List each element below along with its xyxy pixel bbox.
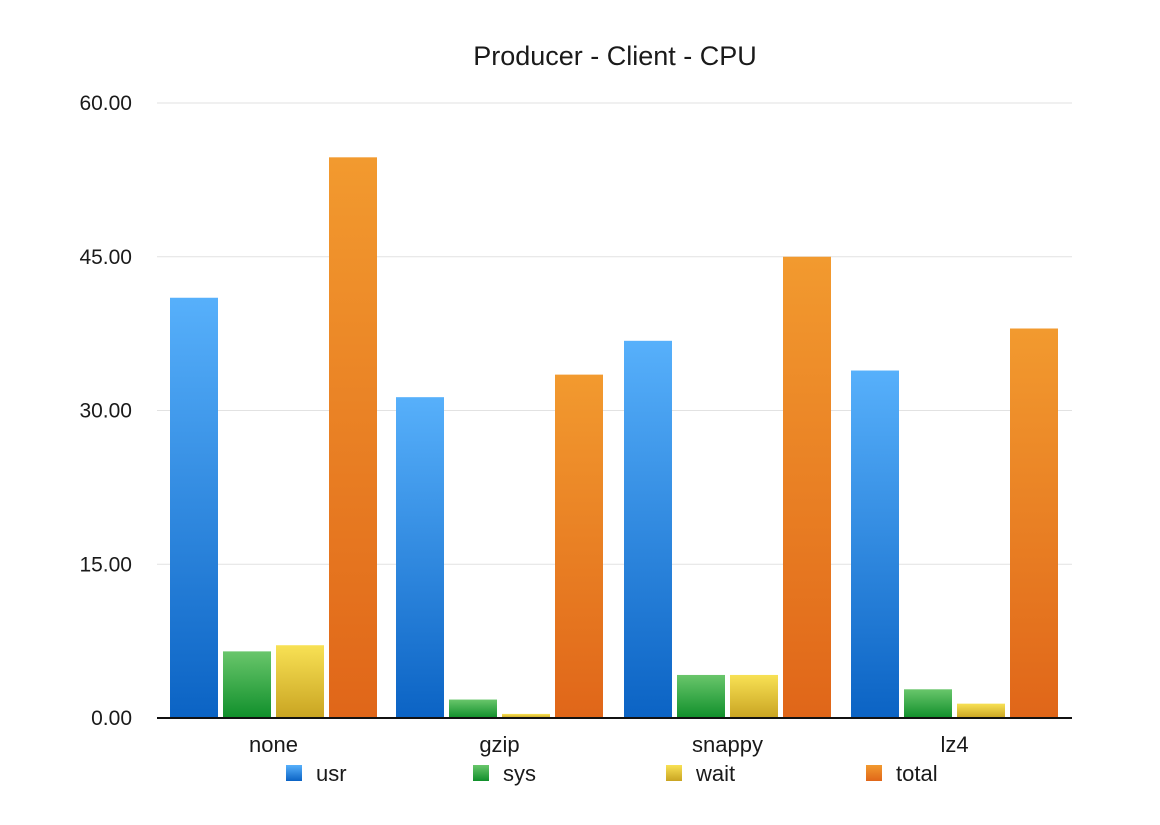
bar-sys-gzip [449,699,497,718]
x-category-label: none [249,732,298,757]
bar-sys-snappy [677,674,725,718]
y-tick-label: 30.00 [79,400,132,423]
legend-label-usr: usr [316,761,347,786]
bar-usr-none [170,297,218,718]
legend-label-total: total [896,761,938,786]
x-category-label: gzip [479,732,519,757]
legend-label-sys: sys [503,761,536,786]
legend-swatch-wait [666,765,682,781]
bar-usr-lz4 [851,370,899,718]
bar-usr-gzip [396,397,444,718]
y-axis-ticks: 0.00 15.00 30.00 45.00 60.00 [79,92,132,730]
bar-total-snappy [783,256,831,718]
legend: usr sys wait total [286,761,938,786]
x-category-label: snappy [692,732,763,757]
bar-sys-lz4 [904,689,952,718]
bar-wait-none [276,645,324,718]
x-category-label: lz4 [940,732,968,757]
bar-total-gzip [555,374,603,718]
legend-swatch-total [866,765,882,781]
bar-usr-snappy [624,340,672,718]
legend-swatch-sys [473,765,489,781]
bar-wait-snappy [730,674,778,718]
legend-swatch-usr [286,765,302,781]
bar-total-lz4 [1010,328,1058,718]
bar-wait-lz4 [957,703,1005,718]
y-tick-label: 0.00 [91,707,132,730]
y-tick-label: 15.00 [79,553,132,576]
bar-sys-none [223,651,271,718]
chart-title: Producer - Client - CPU [473,41,757,71]
y-tick-label: 60.00 [79,92,132,115]
bar-total-none [329,157,377,718]
y-tick-label: 45.00 [79,246,132,269]
legend-label-wait: wait [695,761,735,786]
gridlines [157,102,1072,565]
bar-wait-gzip [502,713,550,718]
x-axis-categories: none gzip snappy lz4 [249,732,969,757]
bars [170,157,1058,718]
